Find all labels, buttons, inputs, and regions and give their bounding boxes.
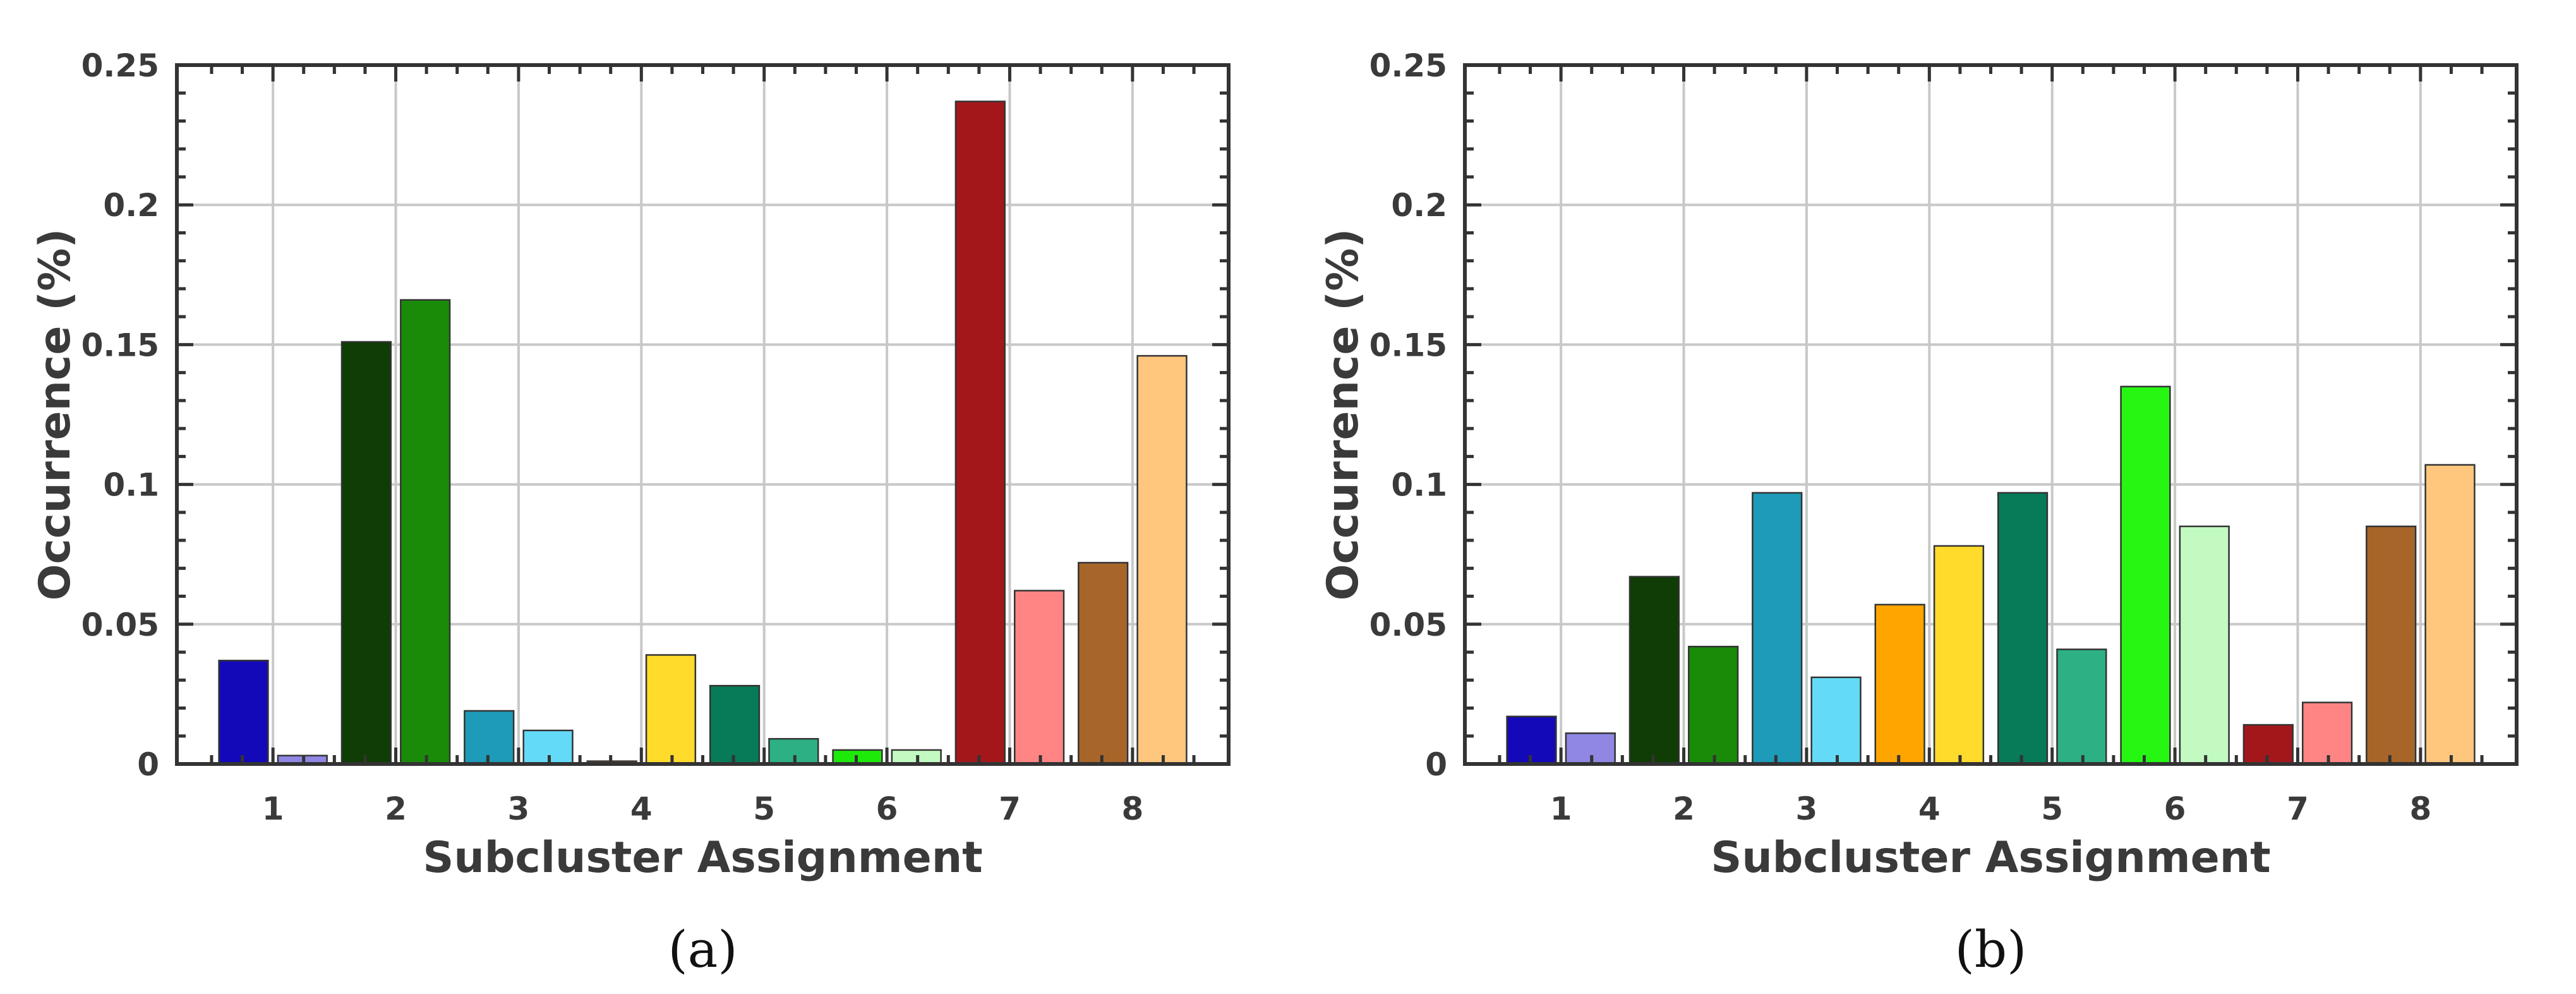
x-tick-label: 7 (999, 791, 1021, 827)
bar-second-cat-7 (1013, 590, 1065, 765)
bar-first-cat-2 (340, 341, 392, 765)
y-tick-label: 0.25 (1369, 47, 1447, 84)
x-tick-label: 3 (1796, 791, 1818, 827)
y-tick-label: 0.05 (1369, 607, 1447, 643)
y-tick-label: 0.2 (1391, 187, 1447, 224)
ticks (1465, 63, 2517, 766)
bar-first-cat-6 (2120, 385, 2171, 765)
bar-second-cat-2 (400, 299, 451, 765)
bars (1506, 385, 2476, 765)
grid-lines (177, 65, 1229, 764)
y-tick-label: 0.15 (1369, 327, 1447, 363)
bar-first-cat-1 (218, 660, 269, 765)
y-tick-labels: 0 0.05 0.1 0.15 0.2 0.25 (1369, 47, 1447, 783)
axes-frame (1463, 63, 2519, 766)
x-tick-label: 1 (1550, 791, 1572, 827)
x-tick-label: 1 (262, 791, 284, 827)
bar-second-cat-8 (2424, 464, 2476, 765)
bar-first-cat-7 (954, 100, 1006, 765)
x-tick-label: 6 (876, 791, 898, 827)
bar-second-cat-4 (1933, 545, 1985, 765)
y-tick-labels: 0 0.05 0.1 0.15 0.2 0.25 (81, 47, 159, 783)
x-tick-label: 5 (753, 791, 775, 827)
bar-second-cat-5 (2056, 648, 2107, 765)
y-tick-label: 0.05 (81, 607, 159, 643)
x-tick-label: 7 (2287, 791, 2309, 827)
y-tick-label: 0.25 (81, 47, 159, 84)
y-tick-label: 0.1 (103, 467, 159, 504)
bar-first-cat-5 (1997, 492, 2049, 765)
bar-second-cat-3 (1810, 676, 1862, 765)
panel-label: (b) (1955, 920, 2027, 979)
x-tick-labels: 1 2 3 4 5 6 7 8 (262, 791, 1144, 827)
bar-second-cat-7 (2301, 701, 2353, 765)
x-tick-label: 6 (2164, 791, 2186, 827)
x-tick-label: 2 (1673, 791, 1695, 827)
grid-lines (1465, 65, 2517, 764)
chart-panel-b: 0 0.05 0.1 0.15 0.2 0.25 1 2 3 4 5 6 7 8 Subcluster As… (1318, 47, 2519, 979)
x-axis-title: Subcluster Assignment (1711, 833, 2270, 883)
bar-first-cat-5 (709, 684, 761, 765)
bar-second-cat-6 (2179, 525, 2230, 765)
x-tick-label: 5 (2041, 791, 2063, 827)
ticks (177, 63, 1229, 766)
x-tick-label: 3 (508, 791, 530, 827)
x-axis-title: Subcluster Assignment (423, 833, 982, 883)
bar-first-cat-4 (1874, 603, 1925, 765)
y-tick-label: 0 (1425, 746, 1447, 783)
chart-panel-a: 0 0.05 0.1 0.15 0.2 0.25 1 2 3 4 5 6 7 8 Subcluster As… (30, 47, 1231, 979)
panel-label: (a) (668, 920, 737, 979)
bar-second-cat-2 (1688, 645, 1739, 765)
x-tick-label: 2 (385, 791, 407, 827)
bar-second-cat-4 (645, 654, 697, 765)
bar-first-cat-8 (2366, 525, 2417, 765)
x-tick-label: 8 (1121, 791, 1143, 827)
bar-second-cat-8 (1136, 355, 1188, 765)
y-tick-label: 0.1 (1391, 467, 1447, 504)
x-tick-label: 4 (1918, 791, 1941, 827)
bar-first-cat-3 (464, 710, 515, 765)
y-axis-title: Occurrence (%) (1318, 229, 1368, 601)
bar-first-cat-8 (1078, 562, 1129, 765)
y-tick-label: 0.15 (81, 327, 159, 363)
bars (218, 100, 1188, 765)
x-tick-label: 4 (630, 791, 653, 827)
axes-frame (175, 63, 1231, 766)
bar-first-cat-2 (1628, 576, 1680, 765)
x-tick-labels: 1 2 3 4 5 6 7 8 (1550, 791, 2432, 827)
y-axis-title: Occurrence (%) (30, 229, 80, 601)
y-tick-label: 0 (137, 746, 159, 783)
y-tick-label: 0.2 (103, 187, 159, 224)
x-tick-label: 8 (2409, 791, 2431, 827)
bar-first-cat-3 (1752, 492, 1803, 765)
